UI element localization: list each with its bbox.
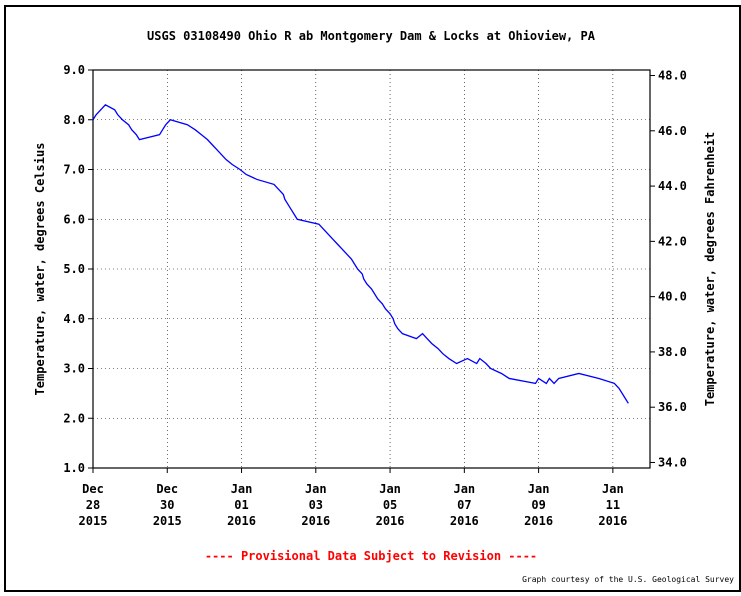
y-tick-label: 5.0	[63, 262, 85, 276]
y2-tick-label: 40.0	[658, 290, 687, 304]
chart-title: USGS 03108490 Ohio R ab Montgomery Dam &…	[147, 29, 596, 43]
y2-tick-label: 42.0	[658, 234, 687, 248]
x-tick-label: Jan 11 2016	[598, 482, 627, 528]
y2-tick-label: 46.0	[658, 124, 687, 138]
y2-tick-label: 44.0	[658, 179, 687, 193]
y2-tick-label: 36.0	[658, 400, 687, 414]
y-tick-label: 7.0	[63, 163, 85, 177]
y2-tick-label: 34.0	[658, 455, 687, 469]
x-tick-label: Jan 09 2016	[524, 482, 553, 528]
x-tick-label: Dec 28 2015	[79, 482, 108, 528]
y-tick-label: 3.0	[63, 362, 85, 376]
x-tick-label: Jan 01 2016	[227, 482, 256, 528]
y-tick-label: 8.0	[63, 113, 85, 127]
y2-tick-label: 38.0	[658, 345, 687, 359]
y-axis-label: Temperature, water, degrees Celsius	[33, 143, 47, 396]
credit: Graph courtesy of the U.S. Geological Su…	[522, 575, 734, 584]
data-line	[92, 104, 629, 404]
x-tick-label: Jan 07 2016	[450, 482, 479, 528]
plot-area	[92, 69, 651, 469]
y2-tick-label: 48.0	[658, 69, 687, 83]
y2-axis-label: Temperature, water, degrees Fahrenheit	[703, 132, 717, 407]
y-tick-label: 4.0	[63, 312, 85, 326]
x-tick-label: Dec 30 2015	[153, 482, 182, 528]
y-tick-label: 1.0	[63, 461, 85, 475]
x-tick-label: Jan 05 2016	[376, 482, 405, 528]
provisional-note: ---- Provisional Data Subject to Revisio…	[205, 549, 537, 563]
x-tick-label: Jan 03 2016	[301, 482, 330, 528]
frame	[4, 5, 741, 592]
y-tick-label: 9.0	[63, 63, 85, 77]
y-tick-label: 2.0	[63, 411, 85, 425]
y-tick-label: 6.0	[63, 212, 85, 226]
